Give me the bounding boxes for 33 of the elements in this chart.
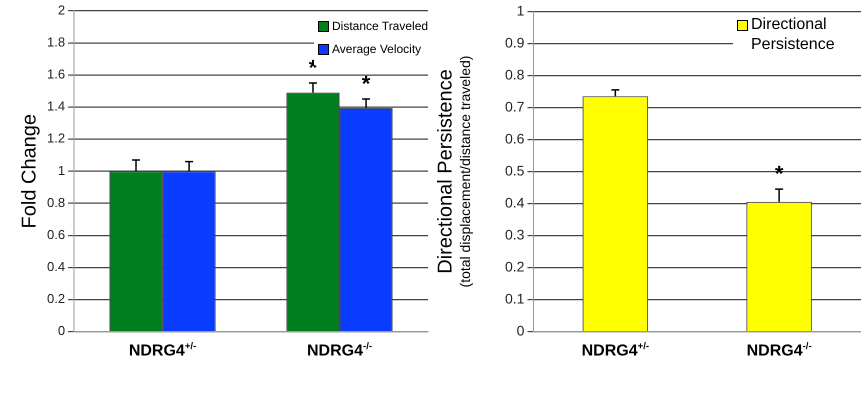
annotation: * bbox=[362, 71, 371, 96]
x-tick-label: NDRG4+/- bbox=[582, 340, 650, 360]
y-tick-label: 1 bbox=[516, 2, 525, 18]
y-tick-label: 0 bbox=[58, 323, 66, 338]
y-tick-label: 0.6 bbox=[504, 130, 525, 146]
y-tick-label: 0.9 bbox=[504, 34, 525, 50]
x-tick-label: NDRG4-/- bbox=[746, 340, 812, 360]
y-tick-label: 0.2 bbox=[504, 258, 525, 274]
y-tick-label: 2 bbox=[58, 2, 66, 18]
y-tick-label: 1.2 bbox=[46, 130, 66, 146]
y-tick-label: 0.5 bbox=[504, 162, 525, 178]
y-tick-label: 0.7 bbox=[504, 98, 525, 114]
y-tick-label: 0 bbox=[516, 322, 525, 338]
x-tick-label: NDRG4-/- bbox=[306, 340, 372, 360]
y-tick-label: 0.4 bbox=[504, 194, 525, 210]
text: (total displacement/distance traveled) bbox=[456, 56, 473, 288]
y-axis-title: Directional Persistence bbox=[434, 69, 457, 274]
y-tick-label: 0.8 bbox=[46, 194, 66, 210]
y-tick-label: 1.4 bbox=[46, 98, 66, 114]
y-tick-label: 1.8 bbox=[46, 34, 66, 50]
y-axis-title: Fold Change bbox=[18, 114, 41, 228]
y-tick-label: 0.2 bbox=[46, 291, 66, 306]
legend-label: Average Velocity bbox=[332, 40, 422, 58]
y-tick-label: 0.1 bbox=[504, 290, 525, 306]
y-tick-label: 1 bbox=[58, 162, 66, 178]
x-tick-label: NDRG4+/- bbox=[128, 340, 196, 360]
y-tick-label: 0.4 bbox=[46, 259, 66, 274]
y-tick-label: 0.3 bbox=[504, 226, 525, 242]
y-tick-label: 0.8 bbox=[504, 66, 525, 82]
y-tick-label: 1.6 bbox=[46, 66, 66, 82]
legend-label: Distance Traveled bbox=[332, 18, 428, 35]
y-tick-label: 0.6 bbox=[46, 226, 66, 242]
legend-label: Directional Persistence bbox=[751, 15, 836, 56]
